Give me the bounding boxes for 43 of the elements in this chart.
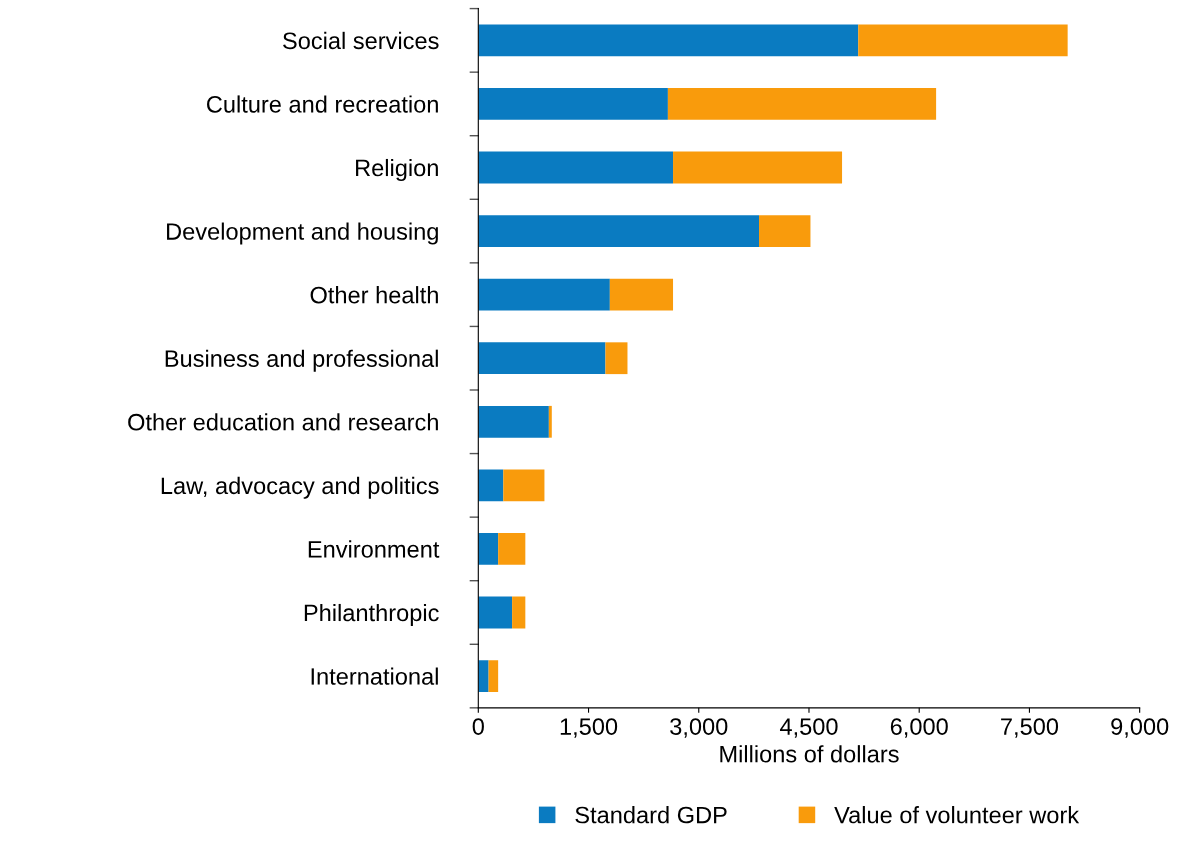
x-tick-label: 3,000	[670, 718, 728, 738]
bar	[478, 405, 549, 438]
bar	[512, 596, 526, 629]
bar	[858, 24, 1068, 57]
bar	[478, 278, 610, 311]
x-tick-label: 7,500	[1001, 718, 1059, 738]
bar	[478, 342, 606, 375]
y-tick-label: Religion	[356, 158, 438, 181]
bar	[478, 215, 760, 247]
bar	[667, 88, 937, 120]
bar	[673, 151, 843, 184]
legend-label: Value of volunteer work	[834, 806, 1080, 824]
x-tick-label: 6,000	[890, 718, 948, 738]
x-axis-title: Millions of dollars	[720, 745, 899, 763]
y-tick-label: Culture and recreation	[207, 95, 438, 113]
bar	[478, 596, 513, 629]
bar	[759, 215, 811, 247]
bar	[478, 660, 489, 692]
x-tick-label: 9,000	[1111, 718, 1169, 738]
bar	[478, 151, 674, 184]
bar	[498, 533, 526, 565]
y-tick-label: Philanthropic	[304, 603, 439, 626]
bar	[605, 342, 628, 375]
x-tick-label: 0	[472, 718, 484, 735]
y-tick-label: Other health	[310, 286, 438, 304]
bar	[478, 88, 668, 120]
bar	[609, 278, 674, 311]
y-tick-label: Other education and research	[128, 413, 438, 431]
bar	[488, 660, 499, 692]
y-tick-label: Development and housing	[167, 222, 438, 245]
y-tick-label: Business and professional	[165, 349, 438, 372]
y-tick-label: International	[311, 667, 438, 685]
y-tick-label: Environment	[308, 540, 440, 558]
bar	[478, 469, 504, 502]
legend-label: Standard GDP	[575, 806, 727, 824]
x-tick-label: 1,500	[560, 718, 618, 738]
x-tick-label: 4,500	[779, 718, 838, 738]
y-tick-label: Social services	[283, 31, 439, 50]
bar	[478, 24, 859, 57]
y-tick-label: Law, advocacy and politics	[161, 476, 439, 499]
bar	[548, 405, 552, 438]
bar	[478, 533, 499, 565]
bar	[503, 469, 545, 502]
